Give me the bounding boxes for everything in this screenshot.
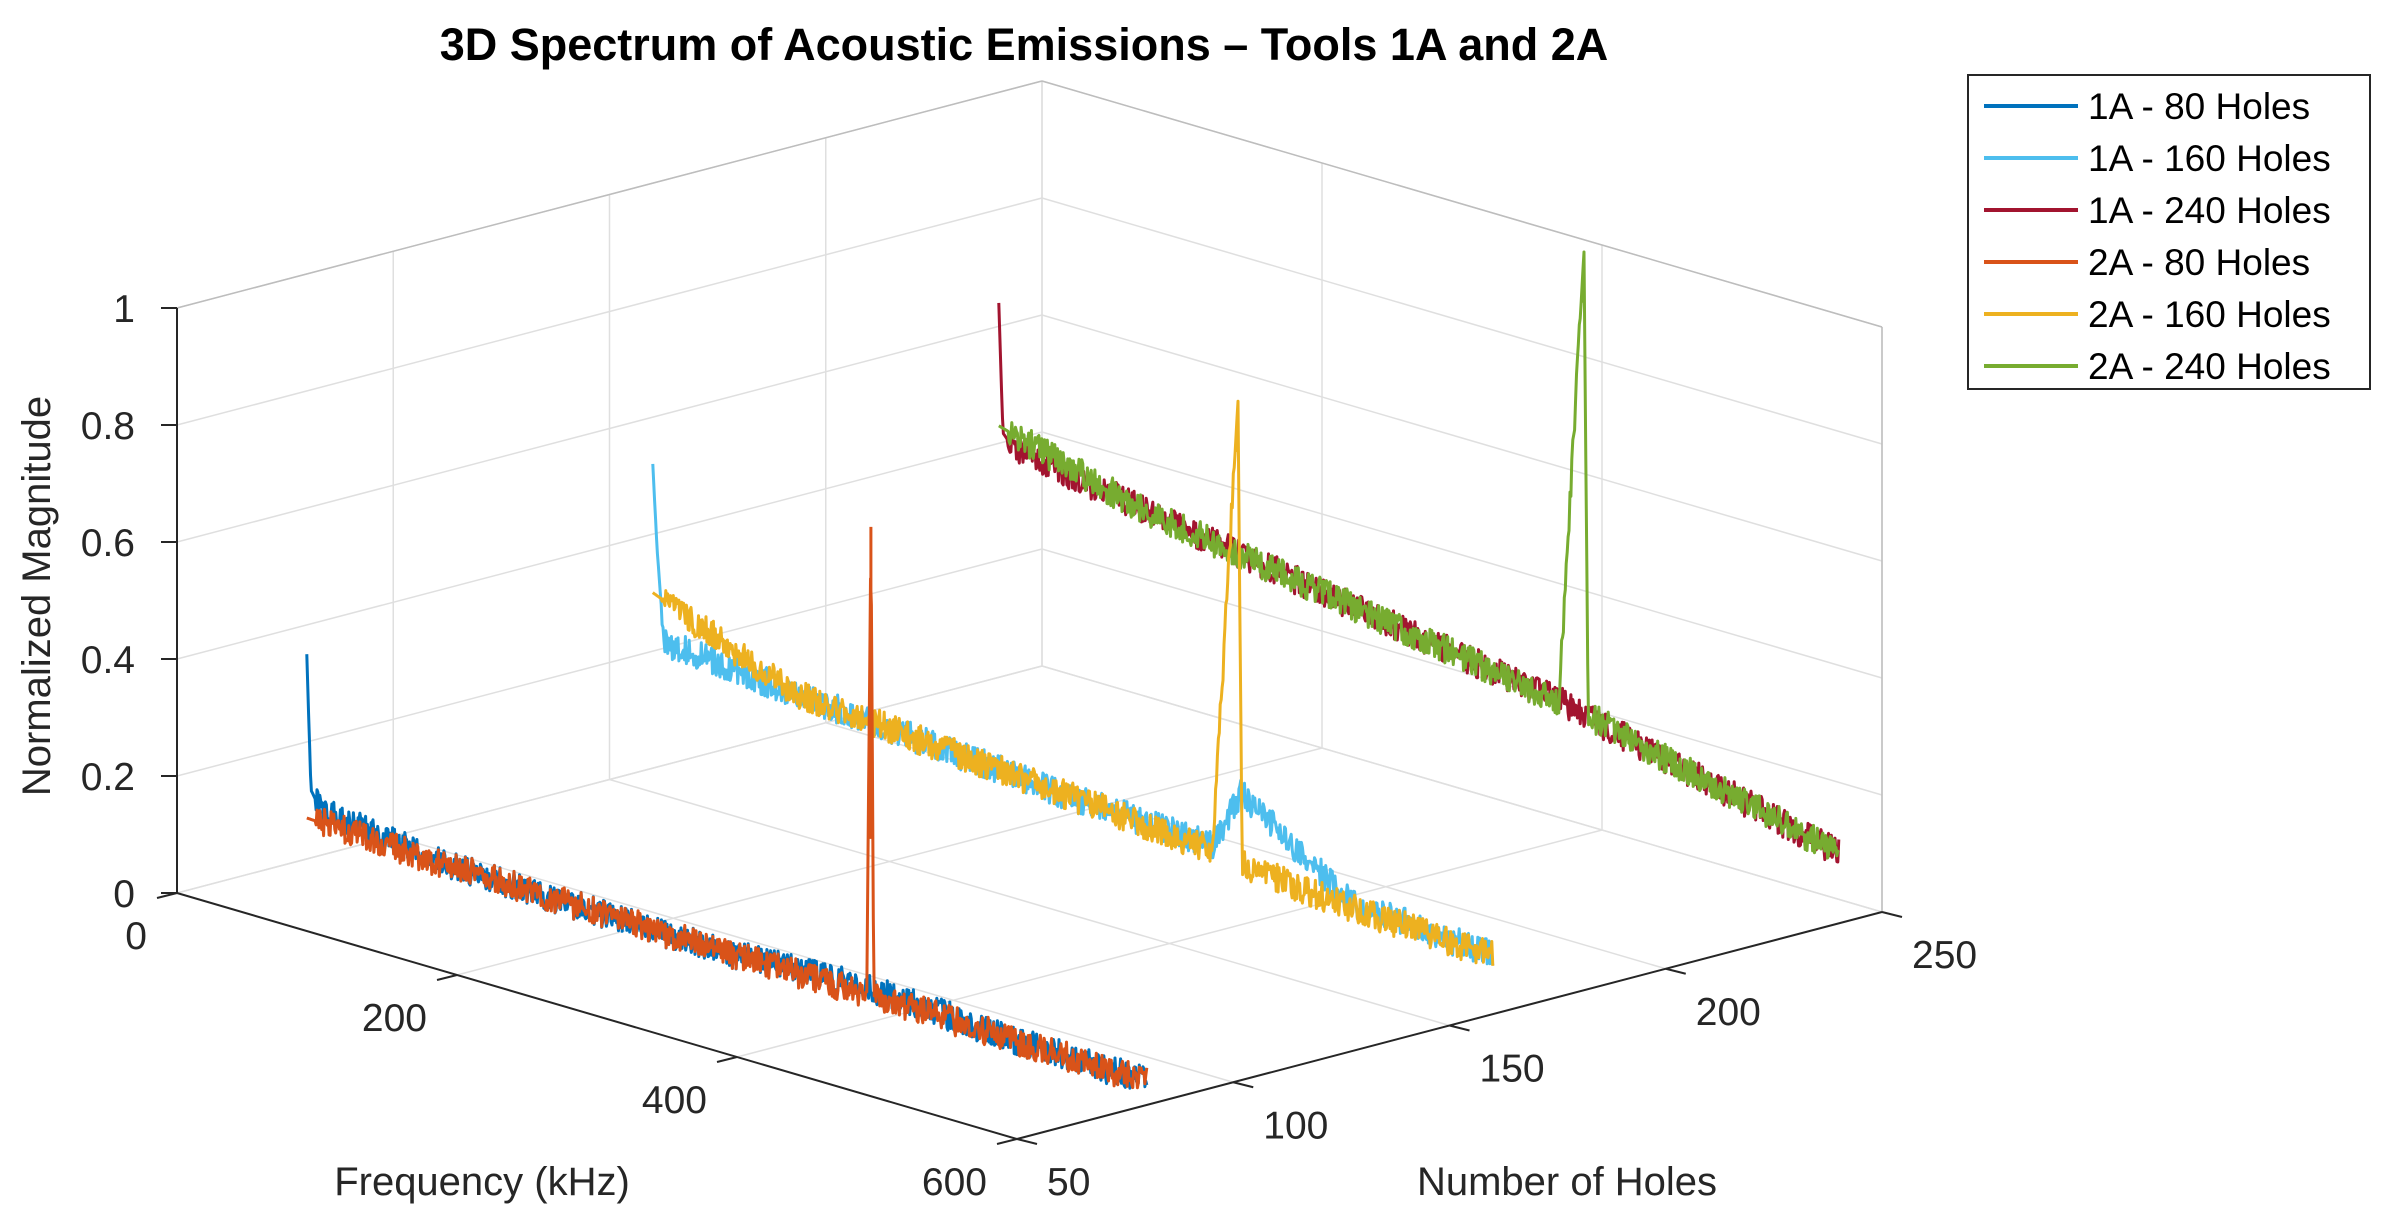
z-tick-label: 0.4 xyxy=(81,639,135,682)
z-tick-label: 0.6 xyxy=(81,522,135,565)
z-tick-label: 0 xyxy=(113,873,135,916)
y-tick-label: 50 xyxy=(1047,1161,1090,1204)
series-line-2a---160-holes xyxy=(651,399,1495,966)
y-tick-label: 200 xyxy=(1696,991,1761,1034)
y-axis-label: Number of Holes xyxy=(1417,1160,1717,1204)
y-tick-label: 150 xyxy=(1480,1048,1545,1091)
y-tick-label: 100 xyxy=(1263,1104,1328,1147)
grid-line-z-back xyxy=(1041,431,1883,679)
chart-title: 3D Spectrum of Acoustic Emissions – Tool… xyxy=(440,19,1609,70)
series-line-2a---240-holes xyxy=(998,250,1841,860)
x-tick-label: 200 xyxy=(362,997,427,1040)
y-tick xyxy=(1881,911,1903,918)
x-tick-label: 0 xyxy=(125,915,147,958)
legend-entry: 1A - 80 Holes xyxy=(2088,86,2310,127)
box-edge xyxy=(176,80,1043,309)
series-layer xyxy=(305,250,1841,1090)
z-tick-label: 1 xyxy=(113,288,135,331)
legend-entry: 2A - 240 Holes xyxy=(2088,346,2331,387)
z-axis-label: Normalized Magnitude xyxy=(15,396,59,796)
x-tick xyxy=(716,1056,738,1063)
x-tick-label: 400 xyxy=(642,1079,707,1122)
box-edge xyxy=(1041,80,1883,328)
legend: 1A - 80 Holes 1A - 160 Holes 1A - 240 Hole… xyxy=(1967,74,2371,390)
grid-line-z-side xyxy=(176,548,1043,777)
z-tick-label: 0.2 xyxy=(81,756,135,799)
grid-layer xyxy=(176,80,1883,1140)
x-axis-line xyxy=(176,892,1018,1140)
grid-line-z-back xyxy=(1041,314,1883,562)
grid-line-z-back xyxy=(1041,197,1883,445)
y-tick xyxy=(1449,1024,1470,1032)
grid-line-z-back xyxy=(1041,665,1883,913)
x-axis-label: Frequency (kHz) xyxy=(334,1160,630,1204)
grid-line-z-side xyxy=(176,665,1043,894)
y-tick-label: 250 xyxy=(1912,934,1977,977)
grid-line-z-back xyxy=(1041,548,1883,796)
axis-layer xyxy=(156,307,1903,1145)
y-tick xyxy=(1016,1138,1038,1145)
y-tick xyxy=(1233,1081,1254,1089)
x-tick-label: 600 xyxy=(922,1161,987,1204)
legend-entry: 1A - 240 Holes xyxy=(2088,190,2331,231)
x-tick xyxy=(436,974,458,981)
legend-entry: 1A - 160 Holes xyxy=(2088,138,2331,179)
grid-line-y-floor xyxy=(609,778,1450,1027)
grid-line-z-side xyxy=(176,431,1043,660)
z-tick-label: 0.8 xyxy=(81,405,135,448)
legend-box xyxy=(1967,74,2371,390)
grid-line-z-side xyxy=(176,314,1043,543)
series-line-2a---80-holes xyxy=(306,526,1149,1090)
x-tick xyxy=(996,1138,1018,1145)
legend-entry: 2A - 160 Holes xyxy=(2088,294,2331,335)
y-tick xyxy=(1665,967,1686,975)
grid-line-z-side xyxy=(176,197,1043,426)
tick-labels: 0 200 400 600 50 100 150 200 250 0 0.2 0.4 0.6 0.8 1 xyxy=(81,288,1977,1204)
legend-entry: 2A - 80 Holes xyxy=(2088,242,2310,283)
